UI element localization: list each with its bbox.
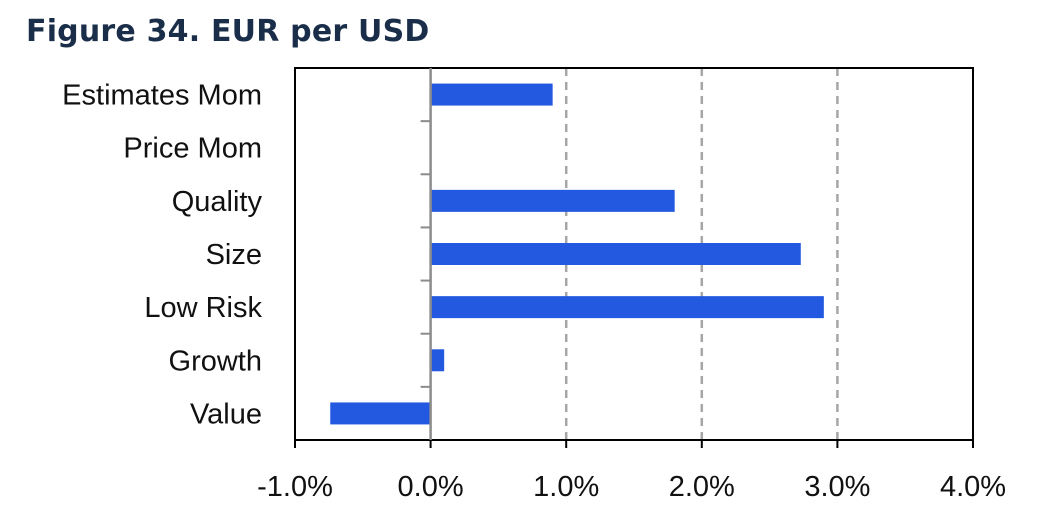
category-label: Estimates Mom (62, 80, 262, 112)
x-tick-labels: -1.0% 0.0% 1.0% 2.0% 3.0% 4.0% (257, 471, 1006, 503)
category-labels: Estimates Mom Price Mom Quality Size Low Ris… (62, 80, 262, 431)
category-label: Size (206, 239, 262, 271)
category-label: Value (190, 398, 262, 430)
category-label: Quality (172, 186, 263, 218)
x-tick-label: 4.0% (940, 471, 1006, 503)
x-tick-label: -1.0% (257, 471, 333, 503)
category-label: Price Mom (123, 133, 262, 165)
x-tick-label: 1.0% (533, 471, 599, 503)
x-tick-label: 2.0% (669, 471, 735, 503)
bar-low-risk (430, 296, 824, 319)
bar-quality (430, 189, 675, 212)
bars (330, 83, 824, 425)
category-label: Growth (169, 345, 262, 377)
plot-frame (294, 67, 974, 441)
bar-estimates-mom (430, 83, 553, 106)
bar-size (430, 243, 801, 265)
x-tick-label: 3.0% (804, 471, 870, 503)
x-tick-label: 0.0% (398, 471, 464, 503)
chart-title: Figure 34. EUR per USD (26, 14, 430, 49)
axes (294, 67, 974, 448)
bar-growth (430, 349, 445, 372)
bar-value (330, 402, 431, 425)
category-label: Low Risk (144, 292, 262, 324)
